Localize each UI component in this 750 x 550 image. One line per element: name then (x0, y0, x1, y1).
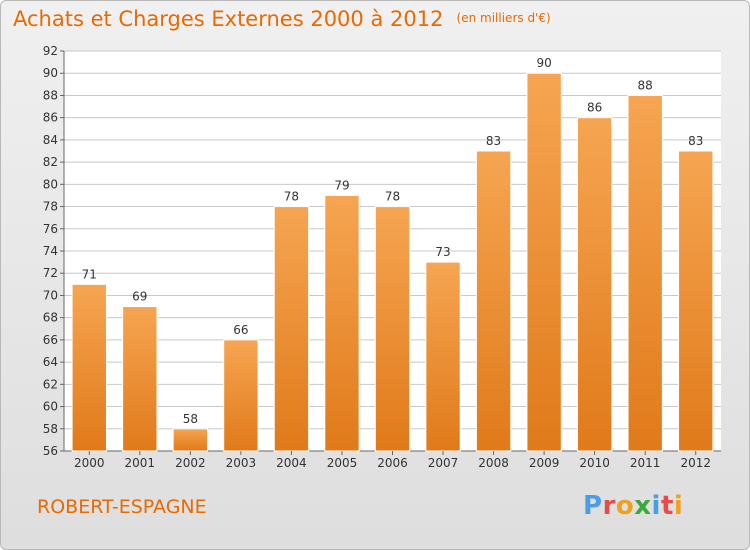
y-tick-label: 80 (43, 177, 58, 191)
x-tick-label: 2003 (226, 456, 257, 470)
x-tick-label: 2004 (276, 456, 307, 470)
data-label: 69 (132, 290, 147, 304)
x-tick-label: 2002 (175, 456, 206, 470)
x-tick-label: 2006 (377, 456, 408, 470)
logo-letter: x (634, 491, 652, 521)
data-label: 83 (486, 134, 501, 148)
x-tick-label: 2012 (680, 456, 711, 470)
x-tick-label: 2011 (630, 456, 661, 470)
data-label: 88 (638, 78, 653, 92)
logo-letter: t (660, 491, 674, 521)
bar (172, 428, 209, 452)
data-label: 78 (284, 190, 299, 204)
y-tick-label: 76 (43, 222, 58, 236)
title-area: Achats et Charges Externes 2000 à 2012 (… (13, 7, 551, 31)
bar (223, 339, 259, 452)
x-tick-label: 2000 (74, 456, 105, 470)
data-label: 71 (82, 267, 97, 281)
data-label: 78 (385, 190, 400, 204)
data-label: 79 (334, 178, 349, 192)
y-tick-label: 86 (43, 111, 58, 125)
bar (374, 206, 411, 452)
y-tick-label: 58 (43, 422, 58, 436)
x-tick-label: 2008 (478, 456, 509, 470)
logo-letter: i (673, 491, 684, 521)
y-tick-label: 56 (43, 444, 58, 458)
x-tick-label: 2010 (579, 456, 610, 470)
y-tick-label: 90 (43, 66, 58, 80)
bar (71, 283, 107, 452)
y-tick-label: 66 (43, 333, 58, 347)
bar (627, 94, 663, 452)
y-tick-label: 78 (43, 200, 58, 214)
y-tick-label: 82 (43, 155, 58, 169)
bar (475, 150, 512, 452)
y-tick-label: 60 (43, 400, 58, 414)
logo-letter: P (583, 491, 603, 521)
y-tick-label: 74 (43, 244, 58, 258)
x-tick-label: 2009 (529, 456, 560, 470)
bar (324, 194, 360, 452)
y-tick-label: 70 (43, 288, 58, 302)
data-label: 66 (233, 323, 248, 337)
y-tick-label: 72 (43, 266, 58, 280)
chart-title: Achats et Charges Externes 2000 à 2012 (13, 7, 444, 31)
y-tick-label: 68 (43, 311, 58, 325)
x-tick-label: 2001 (125, 456, 156, 470)
x-tick-label: 2005 (327, 456, 358, 470)
commune-name: ROBERT-ESPAGNE (37, 496, 207, 518)
bar (678, 150, 714, 452)
bar (122, 306, 158, 452)
data-label: 58 (183, 412, 198, 426)
y-tick-label: 92 (43, 44, 58, 58)
logo-letter: o (615, 491, 635, 521)
data-label: 73 (435, 245, 450, 259)
data-label: 90 (536, 56, 551, 70)
y-tick-label: 64 (43, 355, 58, 369)
data-label: 83 (688, 134, 703, 148)
bar (576, 117, 613, 452)
logo-letter: i (651, 491, 661, 521)
proxiti-logo: Proxiti (583, 491, 683, 521)
y-tick-label: 84 (43, 133, 58, 147)
x-tick-label: 2007 (428, 456, 459, 470)
data-label: 86 (587, 101, 602, 115)
bar (273, 206, 310, 452)
y-tick-label: 88 (43, 88, 58, 102)
logo-letter: r (602, 491, 616, 521)
bar (425, 261, 461, 452)
unit-label: (en milliers d'€) (456, 11, 551, 25)
y-tick-label: 62 (43, 377, 58, 391)
bar (526, 72, 562, 452)
